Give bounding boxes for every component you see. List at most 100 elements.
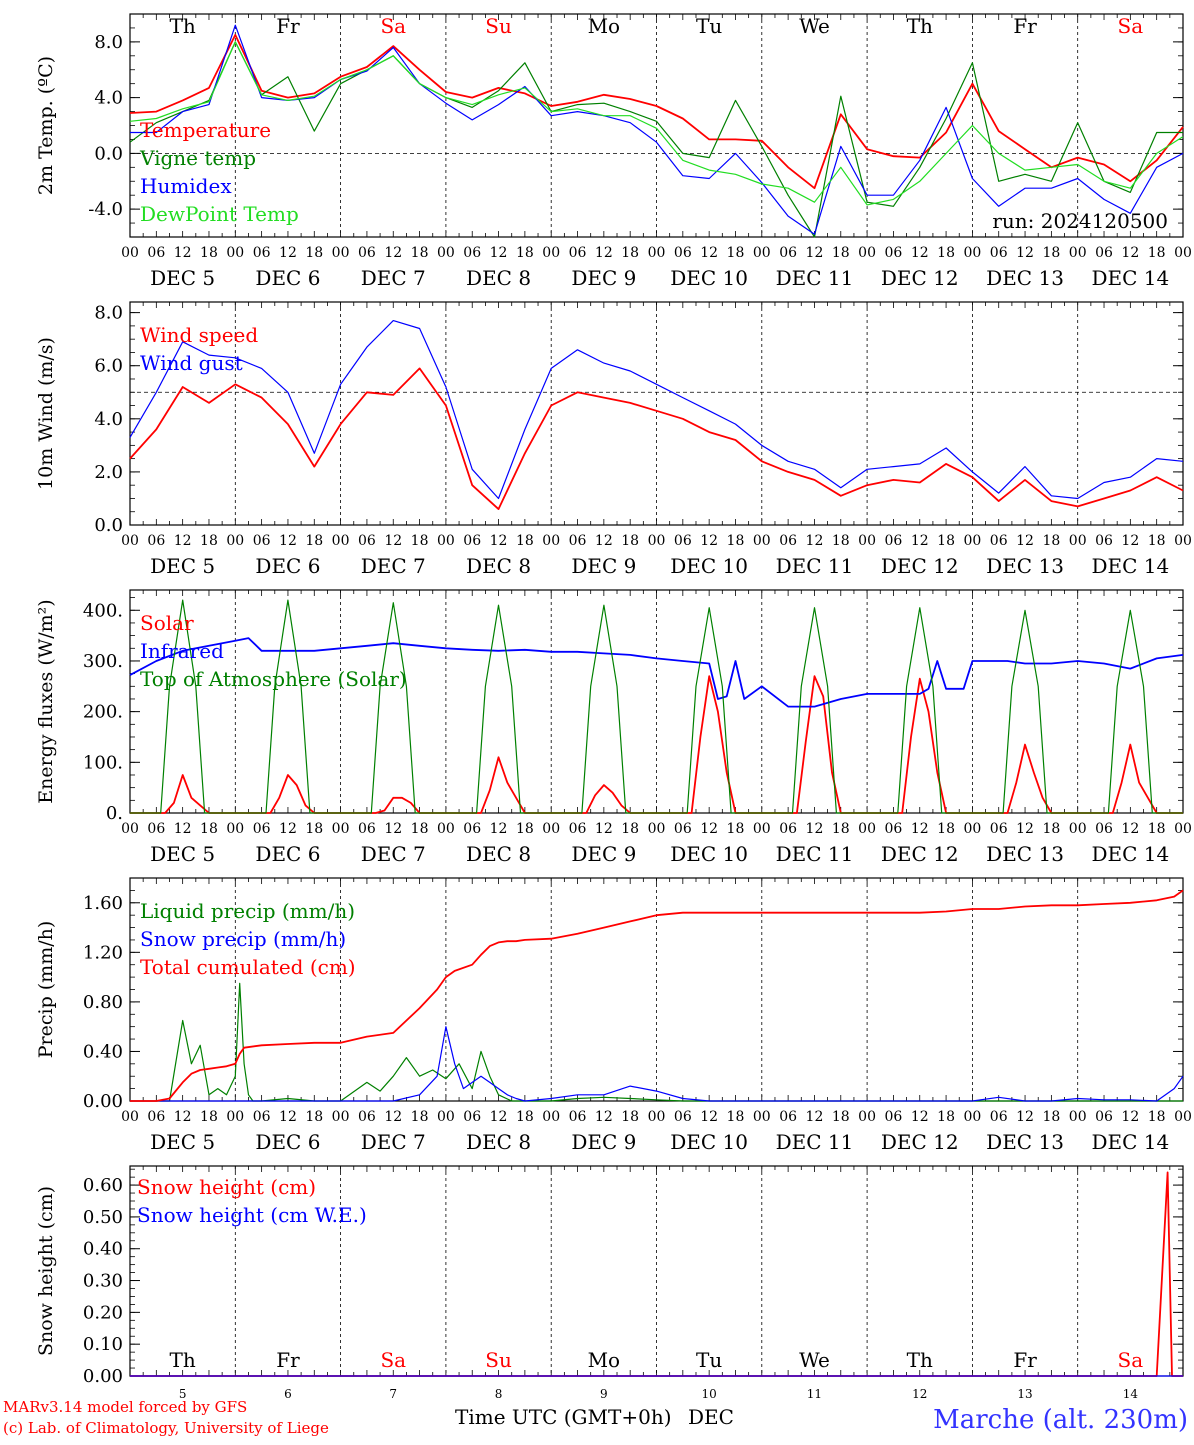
date-label: DEC 8 (466, 1130, 531, 1154)
hour-tick-label: 06 (463, 1109, 481, 1125)
series-line-4 (129, 41, 1184, 206)
hour-tick-label: 06 (358, 245, 376, 261)
hour-tick-label: 06 (885, 821, 903, 837)
hour-tick-label: 06 (358, 533, 376, 549)
hour-tick-label: 18 (516, 245, 534, 261)
date-label: DEC 10 (670, 554, 748, 578)
day-number-label: 5 (179, 1387, 187, 1401)
hour-tick-label: 00 (1069, 245, 1087, 261)
hour-tick-label: 06 (463, 533, 481, 549)
date-label: DEC 11 (776, 554, 854, 578)
hour-tick-label: 12 (1121, 821, 1139, 837)
hour-tick-label: 06 (253, 821, 271, 837)
hour-tick-label: 06 (147, 533, 165, 549)
legend-entry: DewPoint Temp (140, 202, 299, 226)
date-label: DEC 9 (571, 266, 636, 290)
date-label: DEC 13 (986, 842, 1064, 866)
legend-entry: Snow height (cm) (137, 1175, 316, 1199)
hour-tick-label: 12 (806, 533, 824, 549)
series-line-2 (130, 1026, 1184, 1102)
hour-tick-label: 00 (226, 533, 244, 549)
hour-tick-label: 06 (569, 1109, 587, 1125)
series-line-2 (129, 41, 1183, 238)
legend-entry: Total cumulated (cm) (140, 955, 356, 979)
hour-tick-label: 00 (121, 821, 139, 837)
hour-tick-label: 18 (516, 533, 534, 549)
hour-tick-label: 18 (832, 821, 850, 837)
date-label: DEC 12 (881, 266, 959, 290)
y-tick-label: 200. (83, 702, 123, 723)
date-label: DEC 7 (361, 266, 426, 290)
date-label: DEC 5 (150, 554, 215, 578)
hour-tick-label: 00 (753, 245, 771, 261)
weekday-label: We (799, 14, 830, 38)
hour-tick-label: 06 (885, 1109, 903, 1125)
hour-tick-label: 06 (674, 821, 692, 837)
hour-tick-label: 06 (569, 821, 587, 837)
y-tick-label: -4.0 (88, 199, 123, 220)
weekday-label: Su (485, 1348, 512, 1372)
hour-tick-label: 00 (753, 821, 771, 837)
footer-model: MARv3.14 model forced by GFS (3, 1398, 247, 1416)
hour-tick-label: 18 (411, 245, 429, 261)
hour-tick-label: 18 (727, 821, 745, 837)
hour-tick-label: 18 (200, 533, 218, 549)
hour-tick-label: 12 (911, 533, 929, 549)
hour-tick-label: 18 (411, 533, 429, 549)
hour-tick-label: 06 (463, 245, 481, 261)
hour-tick-label: 06 (779, 1109, 797, 1125)
y-tick-label: 0.80 (83, 992, 123, 1013)
date-label: DEC 11 (776, 842, 854, 866)
hour-tick-label: 12 (700, 533, 718, 549)
legend-entry: Vigne temp (139, 146, 256, 170)
date-label: DEC 12 (881, 842, 959, 866)
panel-1: -4.0 0.0 4.0 8.0 2m Temp. (ºC) Temperature Vig… (35, 13, 1192, 290)
date-label: DEC 14 (1091, 842, 1169, 866)
y-axis-title: 10m Wind (m/s) (35, 337, 57, 490)
y-tick-label: 6.0 (94, 356, 123, 377)
hour-tick-label: 00 (542, 245, 560, 261)
hour-tick-label: 18 (1148, 821, 1166, 837)
hour-tick-label: 00 (332, 1109, 350, 1125)
hour-tick-label: 12 (595, 821, 613, 837)
hour-tick-label: 12 (1016, 821, 1034, 837)
date-label: DEC 7 (361, 842, 426, 866)
date-label: DEC 6 (255, 1130, 320, 1154)
hour-tick-label: 18 (937, 245, 955, 261)
date-label: DEC 12 (881, 1130, 959, 1154)
station-label: Marche (alt. 230m) (933, 1405, 1188, 1435)
y-axis-title: Snow height (cm) (35, 1186, 57, 1356)
series-line-2 (129, 637, 1184, 708)
y-tick-label: 0.40 (83, 1239, 123, 1260)
hour-tick-label: 12 (174, 821, 192, 837)
plot-frame (129, 589, 1184, 814)
hour-tick-label: 00 (1174, 1109, 1192, 1125)
series-line-2 (129, 320, 1184, 500)
hour-tick-label: 12 (911, 245, 929, 261)
hour-tick-label: 06 (147, 1109, 165, 1125)
y-tick-label: 100. (83, 752, 123, 773)
hour-tick-label: 18 (832, 1109, 850, 1125)
hour-tick-label: 12 (279, 1109, 297, 1125)
hour-tick-label: 06 (990, 245, 1008, 261)
hour-tick-label: 12 (174, 1109, 192, 1125)
date-label: DEC 13 (986, 1130, 1064, 1154)
date-label: DEC 5 (150, 1130, 215, 1154)
hour-tick-label: 18 (305, 245, 323, 261)
y-tick-label: 1.20 (83, 942, 123, 963)
hour-tick-label: 00 (858, 533, 876, 549)
hour-tick-label: 06 (990, 821, 1008, 837)
hour-tick-label: 00 (542, 533, 560, 549)
hour-tick-label: 06 (990, 1109, 1008, 1125)
hour-tick-label: 12 (595, 533, 613, 549)
hour-tick-label: 18 (411, 821, 429, 837)
hour-tick-label: 06 (779, 533, 797, 549)
plot-frame (129, 301, 1184, 526)
hour-tick-label: 06 (1095, 245, 1113, 261)
weekday-label: Tu (696, 1348, 722, 1372)
hour-tick-label: 06 (358, 1109, 376, 1125)
hour-tick-label: 12 (279, 821, 297, 837)
y-tick-label: 0.0 (94, 515, 123, 536)
legend-entry: Liquid precip (mm/h) (140, 899, 355, 923)
